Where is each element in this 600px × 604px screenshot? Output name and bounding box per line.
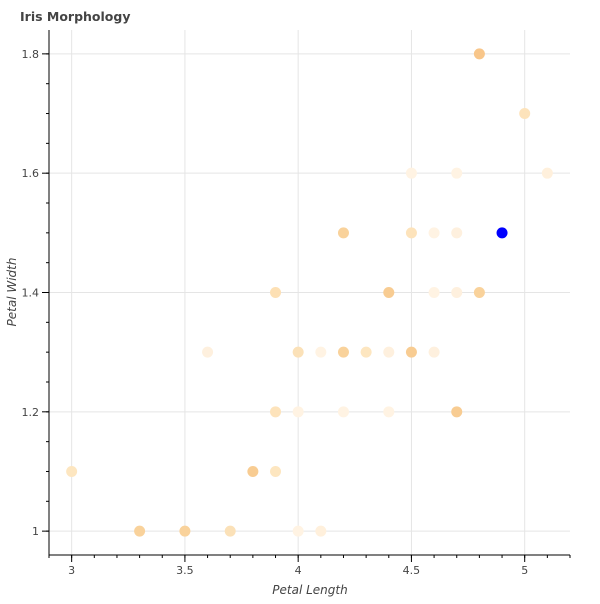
y-tick-label: 1.8 (22, 48, 40, 61)
data-point[interactable] (451, 167, 463, 179)
data-point[interactable] (473, 48, 485, 60)
data-point[interactable] (292, 406, 304, 418)
data-point[interactable] (428, 346, 440, 358)
data-point[interactable] (383, 406, 395, 418)
data-point[interactable] (292, 525, 304, 537)
y-tick-label: 1.2 (22, 406, 40, 419)
data-point[interactable] (224, 525, 236, 537)
data-point[interactable] (519, 108, 531, 120)
data-point[interactable] (337, 227, 349, 239)
data-point[interactable] (337, 346, 349, 358)
y-tick-label: 1 (32, 525, 39, 538)
data-point[interactable] (405, 346, 417, 358)
x-tick-label: 4 (295, 564, 302, 577)
data-point[interactable] (202, 346, 214, 358)
x-tick-label: 3 (68, 564, 75, 577)
data-point[interactable] (247, 465, 259, 477)
y-axis-label: Petal Width (5, 258, 19, 327)
data-point[interactable] (496, 227, 508, 239)
x-tick-label: 5 (521, 564, 528, 577)
data-point[interactable] (179, 525, 191, 537)
y-tick-label: 1.6 (22, 167, 40, 180)
data-point[interactable] (383, 287, 395, 298)
data-point[interactable] (134, 525, 146, 537)
y-tick-label: 1.4 (22, 287, 40, 300)
data-point[interactable] (451, 227, 463, 239)
x-tick-label: 4.5 (403, 564, 421, 577)
x-axis-label: Petal Length (272, 583, 347, 597)
data-point[interactable] (428, 287, 440, 298)
data-point[interactable] (270, 465, 282, 477)
data-points (66, 48, 553, 537)
data-point[interactable] (315, 525, 327, 537)
data-point[interactable] (292, 346, 304, 358)
data-point[interactable] (451, 406, 463, 418)
data-point[interactable] (315, 346, 327, 358)
data-point[interactable] (383, 346, 395, 358)
data-point[interactable] (270, 406, 282, 418)
data-point[interactable] (428, 227, 440, 239)
data-point[interactable] (541, 167, 553, 179)
x-tick-label: 3.5 (176, 564, 194, 577)
data-point[interactable] (405, 227, 417, 239)
data-point[interactable] (337, 406, 349, 418)
data-point[interactable] (360, 346, 372, 358)
data-point[interactable] (451, 287, 463, 298)
data-point[interactable] (66, 465, 78, 477)
data-point[interactable] (270, 287, 282, 298)
data-point[interactable] (405, 167, 417, 179)
grid-lines (49, 30, 570, 555)
chart-title: Iris Morphology (20, 9, 131, 24)
axes: 3 3.5 4 4.5 5 1 1.2 1.4 1.6 1.8 (22, 30, 571, 577)
data-point[interactable] (473, 287, 485, 298)
